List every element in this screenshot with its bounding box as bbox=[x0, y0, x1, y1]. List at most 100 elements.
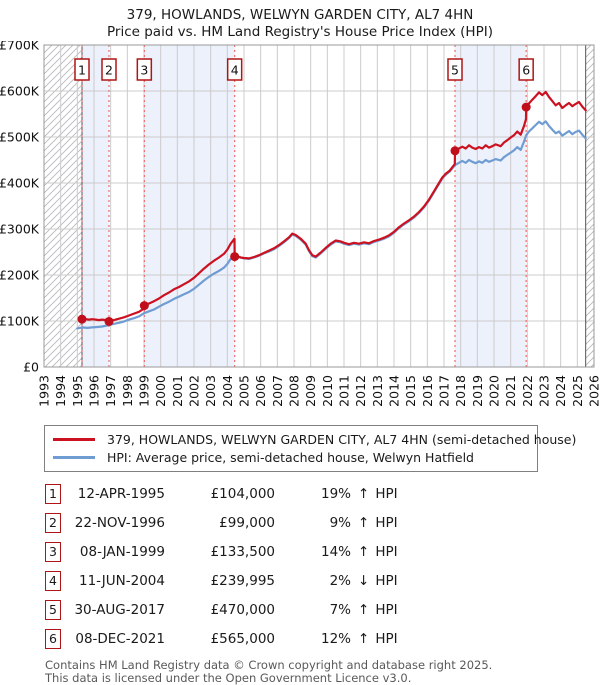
hpi-line-swatch bbox=[53, 456, 95, 459]
svg-text:2013: 2013 bbox=[370, 375, 385, 407]
svg-text:2025: 2025 bbox=[570, 375, 585, 407]
svg-text:2009: 2009 bbox=[303, 375, 318, 407]
sale-price: £565,000 bbox=[165, 631, 275, 647]
sale-ref: HPI bbox=[375, 515, 397, 531]
sale-pct: 7% bbox=[275, 602, 351, 618]
svg-text:2024: 2024 bbox=[553, 375, 568, 407]
sale-number-badge: 4 bbox=[45, 571, 61, 591]
sale-number-badge: 2 bbox=[45, 513, 61, 533]
sale-ref: HPI bbox=[375, 602, 397, 618]
svg-text:2010: 2010 bbox=[320, 375, 335, 407]
svg-text:4: 4 bbox=[231, 63, 239, 78]
svg-text:2: 2 bbox=[105, 63, 113, 78]
sale-pct: 14% bbox=[275, 544, 351, 560]
y-axis-labels: £0 £100K £200K £300K £400K £500K £600K £700K bbox=[0, 41, 40, 375]
svg-text:2002: 2002 bbox=[187, 375, 202, 407]
arrow-up-icon: ↑ bbox=[358, 631, 369, 647]
svg-text:£500K: £500K bbox=[0, 130, 40, 145]
sale-pct: 12% bbox=[275, 631, 351, 647]
svg-text:2015: 2015 bbox=[403, 375, 418, 407]
sale-marker bbox=[230, 252, 239, 261]
sale-price: £239,995 bbox=[165, 573, 275, 589]
svg-text:£300K: £300K bbox=[0, 222, 40, 237]
svg-text:£200K: £200K bbox=[0, 268, 40, 283]
svg-text:£0: £0 bbox=[23, 360, 39, 375]
sale-marker bbox=[78, 315, 87, 324]
sale-ref: HPI bbox=[375, 544, 397, 560]
page-title: 379, HOWLANDS, WELWYN GARDEN CITY, AL7 4… bbox=[0, 0, 600, 24]
plot-bands bbox=[82, 45, 526, 367]
table-row: 2 22-NOV-1996 £99,000 9% ↑ HPI bbox=[45, 508, 600, 537]
arrow-up-icon: ↑ bbox=[358, 544, 369, 560]
svg-text:1994: 1994 bbox=[53, 375, 68, 407]
sale-ref: HPI bbox=[375, 573, 397, 589]
sale-date: 12-APR-1995 bbox=[61, 486, 165, 502]
svg-text:1996: 1996 bbox=[87, 375, 102, 407]
svg-text:2016: 2016 bbox=[420, 375, 435, 407]
sale-marker bbox=[140, 301, 149, 310]
sale-date: 08-DEC-2021 bbox=[61, 631, 165, 647]
table-row: 1 12-APR-1995 £104,000 19% ↑ HPI bbox=[45, 479, 600, 508]
svg-text:2021: 2021 bbox=[503, 375, 518, 407]
svg-text:2012: 2012 bbox=[353, 375, 368, 407]
price-line-swatch bbox=[53, 438, 95, 441]
svg-text:2007: 2007 bbox=[270, 375, 285, 407]
svg-text:2023: 2023 bbox=[537, 375, 552, 407]
svg-text:2022: 2022 bbox=[520, 375, 535, 407]
table-row: 4 11-JUN-2004 £239,995 2% ↓ HPI bbox=[45, 566, 600, 595]
table-row: 6 08-DEC-2021 £565,000 12% ↑ HPI bbox=[45, 624, 600, 653]
legend-entry-hpi: HPI: Average price, semi-detached house,… bbox=[53, 448, 529, 466]
legend-entry-price: 379, HOWLANDS, WELWYN GARDEN CITY, AL7 4… bbox=[53, 430, 529, 448]
sale-number-badge: 3 bbox=[45, 542, 61, 562]
svg-text:£700K: £700K bbox=[0, 41, 40, 53]
sale-marker bbox=[522, 103, 531, 112]
svg-text:2026: 2026 bbox=[587, 375, 600, 407]
legend-label: 379, HOWLANDS, WELWYN GARDEN CITY, AL7 4… bbox=[107, 432, 576, 447]
sale-marker bbox=[105, 317, 114, 326]
svg-text:1995: 1995 bbox=[70, 375, 85, 407]
sale-pct: 19% bbox=[275, 486, 351, 502]
sale-ref: HPI bbox=[375, 631, 397, 647]
arrow-down-icon: ↓ bbox=[358, 573, 369, 589]
arrow-up-icon: ↑ bbox=[358, 486, 369, 502]
sale-price: £99,000 bbox=[165, 515, 275, 531]
svg-text:2004: 2004 bbox=[220, 375, 235, 407]
svg-text:£100K: £100K bbox=[0, 314, 40, 329]
sale-price: £133,500 bbox=[165, 544, 275, 560]
legend-label: HPI: Average price, semi-detached house,… bbox=[107, 450, 474, 465]
svg-text:2017: 2017 bbox=[437, 375, 452, 407]
svg-text:£600K: £600K bbox=[0, 84, 40, 99]
table-row: 3 08-JAN-1999 £133,500 14% ↑ HPI bbox=[45, 537, 600, 566]
svg-text:2005: 2005 bbox=[237, 375, 252, 407]
svg-text:2001: 2001 bbox=[170, 375, 185, 407]
svg-text:3: 3 bbox=[140, 63, 148, 78]
sale-date: 08-JAN-1999 bbox=[61, 544, 165, 560]
svg-text:1: 1 bbox=[78, 63, 86, 78]
svg-text:1998: 1998 bbox=[120, 375, 135, 407]
svg-text:1993: 1993 bbox=[37, 375, 52, 407]
sale-marker bbox=[451, 146, 460, 155]
chart-legend: 379, HOWLANDS, WELWYN GARDEN CITY, AL7 4… bbox=[44, 425, 538, 472]
svg-text:2011: 2011 bbox=[337, 375, 352, 407]
sale-number-badge: 5 bbox=[45, 600, 61, 620]
svg-text:2003: 2003 bbox=[203, 375, 218, 407]
license-note: Contains HM Land Registry data © Crown c… bbox=[45, 659, 600, 685]
sale-number-badge: 6 bbox=[45, 629, 61, 649]
page-subtitle: Price paid vs. HM Land Registry's House … bbox=[0, 24, 600, 41]
svg-text:2006: 2006 bbox=[253, 375, 268, 407]
svg-text:2020: 2020 bbox=[487, 375, 502, 407]
sale-price: £104,000 bbox=[165, 486, 275, 502]
sale-ref: HPI bbox=[375, 486, 397, 502]
svg-text:£400K: £400K bbox=[0, 176, 40, 191]
sale-price: £470,000 bbox=[165, 602, 275, 618]
arrow-up-icon: ↑ bbox=[358, 515, 369, 531]
sale-number-badge: 1 bbox=[45, 484, 61, 504]
svg-text:6: 6 bbox=[522, 63, 530, 78]
table-row: 5 30-AUG-2017 £470,000 7% ↑ HPI bbox=[45, 595, 600, 624]
sale-pct: 9% bbox=[275, 515, 351, 531]
sale-date: 30-AUG-2017 bbox=[61, 602, 165, 618]
sale-pct: 2% bbox=[275, 573, 351, 589]
